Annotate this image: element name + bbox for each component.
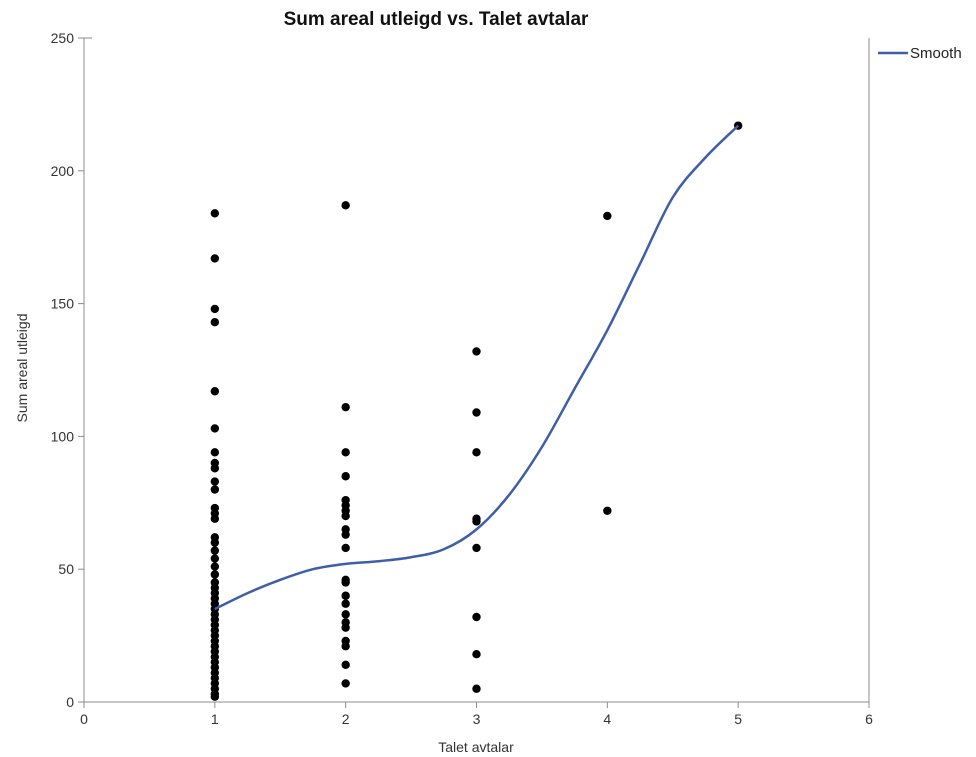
data-point — [341, 642, 350, 651]
data-point — [341, 610, 350, 619]
y-ticks: 0 50 100 150 200 250 — [51, 30, 84, 710]
x-tick-label: 6 — [865, 711, 873, 727]
data-point — [603, 211, 612, 221]
data-point — [603, 506, 612, 515]
data-point — [210, 464, 220, 473]
data-point — [341, 660, 350, 670]
x-tick-label: 4 — [603, 711, 611, 727]
data-point — [472, 543, 481, 553]
data-points — [210, 121, 743, 701]
x-tick-label: 1 — [211, 711, 219, 727]
data-point — [341, 472, 350, 481]
y-tick-label: 50 — [58, 561, 74, 577]
data-point — [210, 387, 220, 396]
y-tick-label: 250 — [51, 30, 75, 46]
data-point — [341, 578, 350, 587]
data-point — [210, 254, 220, 263]
y-tick-label: 150 — [51, 296, 75, 312]
data-point — [210, 538, 220, 547]
data-point — [341, 402, 350, 412]
axes — [83, 37, 870, 703]
data-point — [210, 554, 220, 563]
x-tick-label: 2 — [342, 711, 350, 727]
data-point — [210, 304, 220, 314]
x-tick-label: 0 — [80, 711, 88, 727]
data-point — [210, 570, 220, 579]
data-point — [210, 317, 220, 327]
x-tick-label: 3 — [473, 711, 481, 727]
y-axis-label: Sum areal utleigd — [14, 314, 30, 423]
y-tick-label: 200 — [51, 163, 75, 179]
data-point — [472, 408, 481, 417]
smooth-series-line — [214, 124, 740, 611]
data-point — [210, 424, 220, 433]
data-point — [210, 546, 220, 555]
legend-label-smooth: Smooth — [910, 45, 962, 62]
data-point — [341, 591, 350, 600]
data-point — [472, 517, 481, 526]
data-point — [341, 543, 350, 553]
data-point — [472, 448, 481, 457]
data-point — [210, 692, 220, 701]
data-point — [210, 514, 220, 523]
data-point — [341, 511, 350, 521]
data-point — [472, 649, 481, 659]
legend: Smooth — [878, 45, 962, 62]
chart-title: Sum areal utleigd vs. Talet avtalar — [284, 9, 589, 30]
x-axis-label: Talet avtalar — [438, 739, 514, 755]
data-point — [341, 530, 350, 539]
x-tick-label: 5 — [734, 711, 742, 727]
data-point — [472, 684, 481, 693]
data-point — [210, 485, 220, 494]
x-ticks: 0 1 2 3 4 5 6 — [80, 702, 873, 727]
data-point — [341, 623, 350, 632]
y-tick-label: 0 — [66, 694, 74, 710]
data-point — [210, 477, 220, 486]
data-point — [472, 612, 481, 622]
data-point — [341, 679, 350, 688]
data-point — [341, 448, 350, 457]
data-point — [210, 448, 220, 457]
y-tick-label: 100 — [51, 428, 75, 444]
data-point — [472, 347, 481, 356]
data-point — [210, 209, 220, 218]
data-point — [341, 201, 350, 210]
data-point — [210, 562, 220, 571]
data-point — [341, 599, 350, 608]
